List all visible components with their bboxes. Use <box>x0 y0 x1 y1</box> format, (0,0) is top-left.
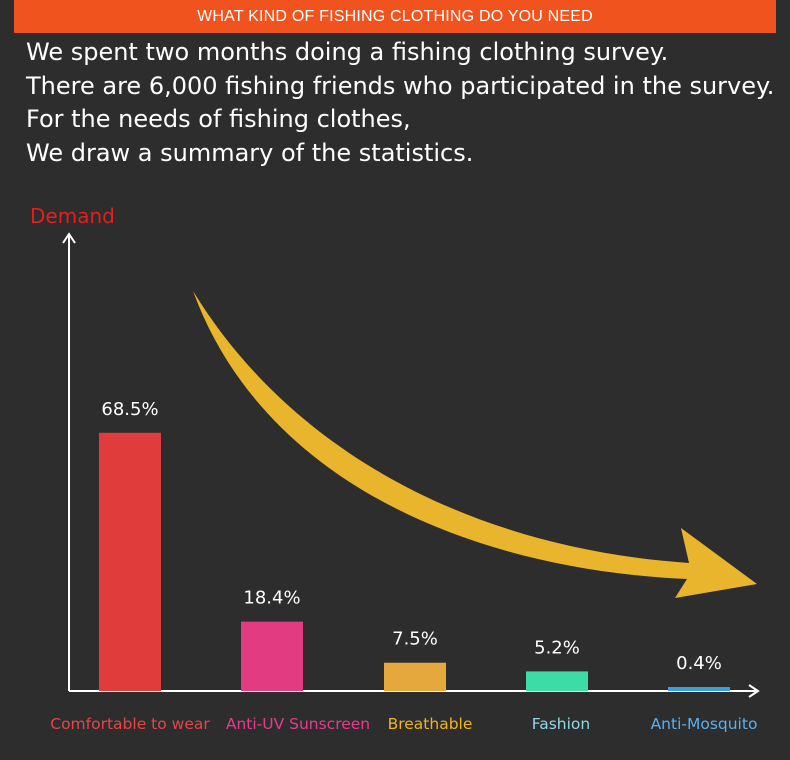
y-axis-arrowhead <box>62 232 76 244</box>
bar-1 <box>99 432 161 691</box>
title-banner: WHAT KIND OF FISHING CLOTHING DO YOU NEE… <box>14 0 776 33</box>
bar-4 <box>526 671 588 691</box>
category-label-1: Comfortable to wear <box>50 715 210 733</box>
bar-value-label-5: 0.4% <box>676 653 722 674</box>
intro-text: We spent two months doing a fishing clot… <box>26 36 786 170</box>
bar-5 <box>668 687 730 691</box>
label-layer: Demand 68.5% Comfortable to wear 18.4% Anti-… <box>30 204 757 733</box>
bar-layer <box>99 432 730 691</box>
banner-title: WHAT KIND OF FISHING CLOTHING DO YOU NEE… <box>197 7 593 25</box>
intro-line-2: There are 6,000 fishing friends who part… <box>26 71 775 100</box>
bar-3 <box>384 662 446 691</box>
bar-value-label-2: 18.4% <box>243 588 300 609</box>
intro-line-1: We spent two months doing a fishing clot… <box>26 38 669 66</box>
category-label-4: Fashion <box>532 715 591 733</box>
category-label-5: Anti-Mosquito <box>651 715 758 733</box>
trend-arrow-layer <box>193 291 757 598</box>
bar-value-label-3: 7.5% <box>392 629 438 650</box>
axis-layer <box>62 232 760 698</box>
trend-arrow <box>193 291 757 598</box>
category-label-3: Breathable <box>388 715 473 733</box>
bar-2 <box>241 621 303 691</box>
category-label-2: Anti-UV Sunscreen <box>226 715 370 733</box>
bar-value-label-1: 68.5% <box>101 399 158 420</box>
bar-value-label-4: 5.2% <box>534 637 580 658</box>
y-axis-label: Demand <box>30 204 115 228</box>
intro-line-3: For the needs of fishing clothes, <box>26 105 411 133</box>
x-axis-arrowhead <box>748 684 760 698</box>
intro-line-4: We draw a summary of the statistics. <box>26 138 474 167</box>
